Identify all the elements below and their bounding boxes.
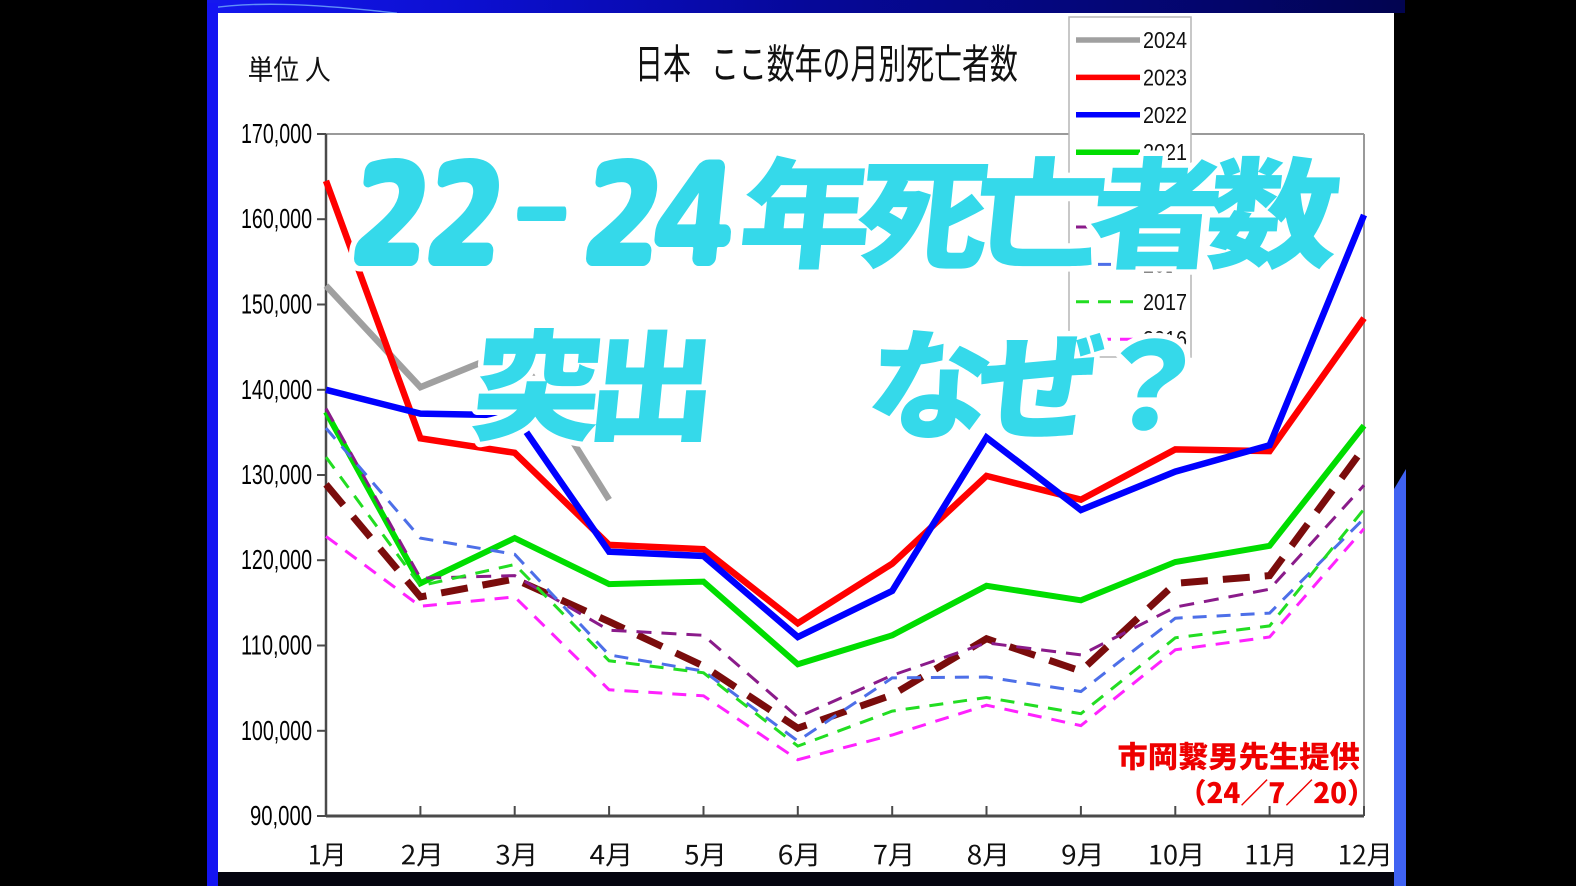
svg-text:2022: 2022 xyxy=(1143,102,1187,128)
svg-text:2017: 2017 xyxy=(1143,289,1187,315)
svg-text:140,000: 140,000 xyxy=(241,374,312,405)
svg-text:160,000: 160,000 xyxy=(241,203,312,234)
svg-text:110,000: 110,000 xyxy=(241,630,312,661)
svg-text:150,000: 150,000 xyxy=(241,289,312,320)
svg-text:100,000: 100,000 xyxy=(241,715,312,746)
svg-text:2024: 2024 xyxy=(1143,27,1187,53)
svg-text:130,000: 130,000 xyxy=(241,459,312,490)
svg-text:90,000: 90,000 xyxy=(250,800,312,831)
svg-text:2023: 2023 xyxy=(1143,64,1187,90)
svg-text:120,000: 120,000 xyxy=(241,544,312,575)
svg-text:170,000: 170,000 xyxy=(241,118,312,149)
